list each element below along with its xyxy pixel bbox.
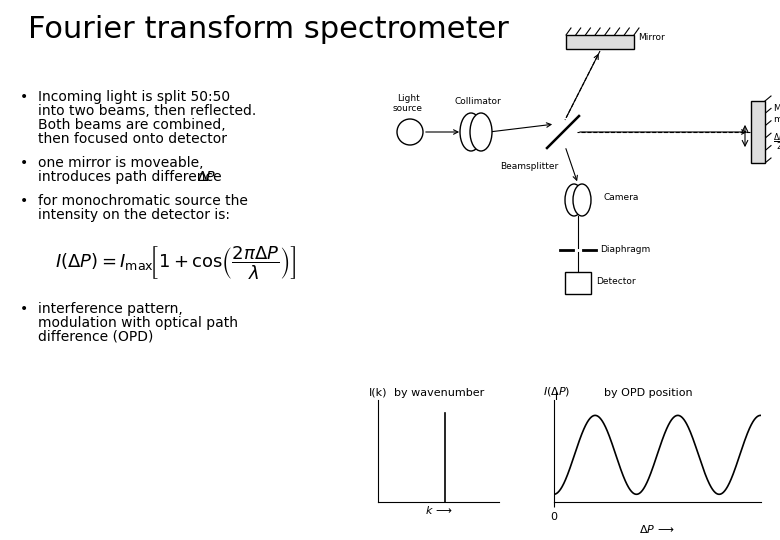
Ellipse shape bbox=[565, 184, 583, 216]
Text: •: • bbox=[20, 302, 28, 316]
Text: Light
source: Light source bbox=[393, 93, 423, 113]
Text: intensity on the detector is:: intensity on the detector is: bbox=[38, 208, 230, 222]
Ellipse shape bbox=[460, 113, 482, 151]
Bar bbox=[566, 35, 634, 49]
Text: Moveable
mirror: Moveable mirror bbox=[773, 104, 780, 124]
Text: modulation with optical path: modulation with optical path bbox=[38, 316, 238, 330]
Bar bbox=[751, 101, 765, 163]
Text: then focused onto detector: then focused onto detector bbox=[38, 132, 227, 146]
Text: for monochromatic source the: for monochromatic source the bbox=[38, 194, 248, 208]
Text: interference pattern,: interference pattern, bbox=[38, 302, 183, 316]
Text: I(k): I(k) bbox=[369, 387, 387, 397]
Text: Mirror: Mirror bbox=[638, 33, 665, 43]
Text: by wavenumber: by wavenumber bbox=[394, 388, 484, 398]
Text: $I(\Delta P)$: $I(\Delta P)$ bbox=[544, 385, 571, 398]
Text: one mirror is moveable,: one mirror is moveable, bbox=[38, 156, 204, 170]
Text: Fourier transform spectrometer: Fourier transform spectrometer bbox=[28, 15, 509, 44]
X-axis label: $\Delta P\,\longrightarrow$: $\Delta P\,\longrightarrow$ bbox=[640, 523, 675, 535]
Text: Camera: Camera bbox=[603, 193, 638, 202]
Text: difference (OPD): difference (OPD) bbox=[38, 330, 154, 344]
Ellipse shape bbox=[573, 184, 591, 216]
Text: ∆P: ∆P bbox=[197, 170, 215, 184]
Text: introduces path difference: introduces path difference bbox=[38, 170, 226, 184]
Text: •: • bbox=[20, 156, 28, 170]
Text: Beamsplitter: Beamsplitter bbox=[500, 162, 558, 171]
Text: Incoming light is split 50:50: Incoming light is split 50:50 bbox=[38, 90, 230, 104]
Text: Diaphragm: Diaphragm bbox=[600, 245, 651, 253]
Text: Detector: Detector bbox=[596, 278, 636, 287]
Text: into two beams, then reflected.: into two beams, then reflected. bbox=[38, 104, 257, 118]
Text: by OPD position: by OPD position bbox=[604, 388, 693, 398]
Text: Collimator: Collimator bbox=[455, 97, 502, 106]
X-axis label: $k\,\longrightarrow$: $k\,\longrightarrow$ bbox=[425, 504, 452, 516]
Ellipse shape bbox=[470, 113, 492, 151]
Text: $I(\Delta P) = I_{\rm max}\!\left[1+\cos\!\left(\dfrac{2\pi\Delta P}{\lambda}\ri: $I(\Delta P) = I_{\rm max}\!\left[1+\cos… bbox=[55, 244, 296, 281]
Text: $\frac{\Delta P}{2}$: $\frac{\Delta P}{2}$ bbox=[773, 131, 780, 153]
Text: •: • bbox=[20, 194, 28, 208]
Bar bbox=[565, 272, 591, 294]
Text: Both beams are combined,: Both beams are combined, bbox=[38, 118, 225, 132]
Text: •: • bbox=[20, 90, 28, 104]
